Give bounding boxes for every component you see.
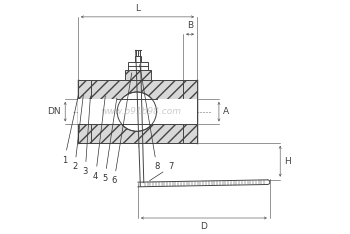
Text: 6: 6 — [111, 73, 132, 185]
Polygon shape — [91, 124, 183, 143]
Bar — [128, 62, 148, 70]
Text: 3: 3 — [83, 96, 90, 176]
Bar — [132, 63, 144, 70]
Text: DN: DN — [47, 107, 61, 116]
Bar — [117, 99, 156, 124]
Text: www.b91b98.com: www.b91b98.com — [100, 107, 181, 116]
Text: 2: 2 — [72, 95, 83, 172]
Bar — [134, 56, 141, 62]
Text: L: L — [135, 4, 140, 13]
Bar — [78, 99, 197, 124]
Text: A: A — [223, 107, 229, 116]
Text: 5: 5 — [102, 98, 117, 183]
Text: 8: 8 — [140, 65, 160, 172]
Text: H: H — [284, 157, 291, 166]
Polygon shape — [78, 124, 91, 143]
Text: B: B — [187, 21, 193, 30]
Polygon shape — [78, 80, 91, 99]
Text: 7: 7 — [149, 162, 174, 181]
Polygon shape — [183, 124, 197, 143]
Text: 4: 4 — [93, 96, 105, 181]
Circle shape — [117, 92, 156, 131]
Polygon shape — [183, 80, 197, 99]
Text: 1: 1 — [62, 95, 78, 165]
Bar — [125, 70, 151, 80]
Text: D: D — [201, 222, 207, 231]
Polygon shape — [91, 80, 183, 99]
